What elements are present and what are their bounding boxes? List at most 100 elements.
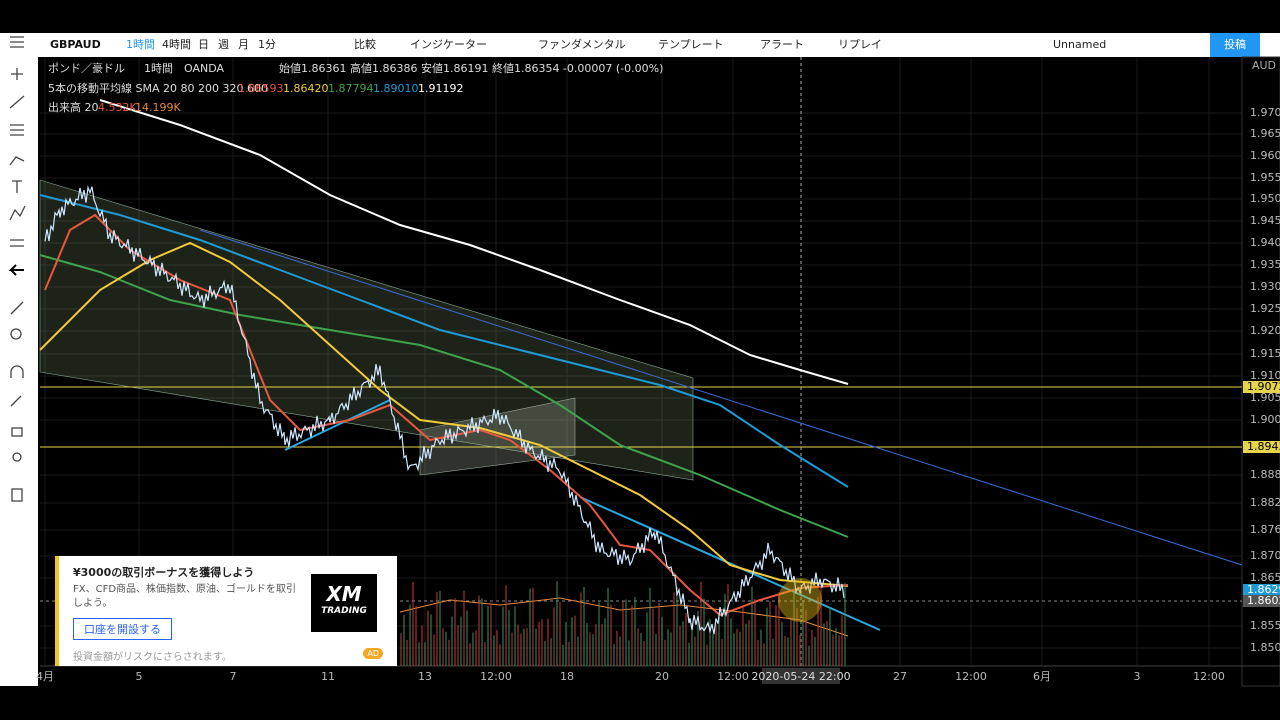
volume-bar (694, 636, 696, 666)
interval[interactable]: 1時間 (126, 38, 155, 51)
logo-sub: TRADING (321, 606, 367, 616)
toolbar-button[interactable]: ファンダメンタル (538, 37, 626, 51)
volume-bar (805, 609, 807, 666)
volume-bar (739, 632, 741, 666)
layout-name[interactable]: Unnamed (1053, 38, 1106, 51)
price-label: 1.94000 (1250, 236, 1280, 249)
volume-bar (406, 639, 408, 666)
interval[interactable]: 月 (238, 38, 249, 51)
volume-bar (409, 604, 411, 666)
price-label: 1.93000 (1250, 280, 1280, 293)
currency: AUD (1252, 59, 1276, 72)
channel (39, 179, 694, 481)
toolbar-button[interactable]: インジケーター (410, 38, 487, 51)
ad-badge: AD (363, 648, 383, 659)
volume-bar (685, 613, 687, 666)
volume-bar (601, 624, 603, 666)
toolbar-button[interactable]: テンプレート (658, 38, 724, 51)
volume-bar (478, 595, 480, 666)
grid (40, 57, 1242, 666)
icon-magnet[interactable] (10, 365, 24, 378)
icon-lock[interactable] (11, 427, 23, 437)
icon-brush[interactable] (9, 156, 25, 166)
trend-line (199, 229, 1243, 566)
volume-bar (529, 588, 531, 666)
volume-bar (430, 614, 432, 666)
icon-zoom[interactable] (10, 328, 22, 340)
price-label: 1.95000 (1250, 192, 1280, 205)
icon-trash[interactable] (11, 488, 23, 502)
volume-bar (769, 601, 771, 666)
volume-bar (604, 618, 606, 666)
icon-back[interactable] (8, 264, 24, 276)
volume-bar (691, 623, 693, 666)
volume-bar (832, 634, 834, 666)
ad-title: ¥3000の取引ボーナスを獲得しよう (73, 566, 255, 579)
volume-bar (460, 616, 462, 666)
interval[interactable]: 週 (218, 38, 229, 51)
icon-fib[interactable] (10, 124, 24, 136)
ad-body: FX、CFD商品、株価指数、原油、ゴールドを取引しよう。 (73, 584, 297, 609)
legend-ohlc: 始値1.86361 高値1.86386 安値1.86191 終値1.86354 … (279, 61, 663, 75)
time-label: 12:00 (480, 670, 512, 683)
volume-bar (631, 605, 633, 666)
icon-measure[interactable] (10, 239, 24, 247)
interval[interactable]: 1分 (258, 38, 276, 51)
volume-bar (745, 623, 747, 666)
volume-bar (718, 617, 720, 666)
publish[interactable]: 投稿 (1224, 37, 1246, 51)
volume-bar (799, 635, 801, 666)
volume-bar (649, 587, 651, 666)
price-marker-label: 1.86027 (1247, 594, 1280, 607)
volume-bar (436, 591, 438, 666)
icon-menu[interactable] (10, 36, 24, 48)
price-marker (1243, 584, 1280, 596)
price-label: 1.85000 (1250, 641, 1280, 654)
ad-banner[interactable]: ¥3000の取引ボーナスを獲得しよう FX、CFD商品、株価指数、原油、ゴールド… (55, 556, 397, 666)
icon-crosshair[interactable] (11, 68, 23, 80)
symbol[interactable]: GBPAUD (50, 38, 101, 51)
volume-bar (607, 588, 609, 666)
price-label: 1.87600 (1250, 523, 1280, 536)
ma-value: 1.86420 (283, 82, 329, 95)
volume-bar (793, 591, 795, 666)
volume-bar (733, 633, 735, 666)
volume-bar (640, 632, 642, 666)
icon-text[interactable] (12, 180, 22, 193)
time-label: 11 (321, 670, 335, 683)
time-label: 12:00 (955, 670, 987, 683)
volume-bar (583, 587, 585, 666)
icon-eye[interactable] (12, 452, 22, 462)
volume-bar (661, 616, 663, 666)
toolbar-button[interactable]: リプレイ (838, 38, 882, 51)
price-label: 1.85500 (1250, 619, 1280, 632)
volume-bar (760, 629, 762, 666)
volume-bar (814, 637, 816, 666)
icon-pencil[interactable] (10, 395, 22, 407)
volume-bar (703, 598, 705, 666)
publish-button[interactable] (1210, 33, 1260, 57)
icon-pattern[interactable] (9, 205, 26, 221)
volume-bar (484, 642, 486, 666)
interval[interactable]: 日 (198, 38, 209, 51)
volume-bar (577, 636, 579, 666)
volume-bar (526, 628, 528, 666)
volume-bar (544, 641, 546, 666)
toolbar-button[interactable]: アラート (760, 38, 804, 51)
volume-bar (664, 639, 666, 666)
volume-bar (619, 636, 621, 666)
icon-ruler[interactable] (10, 301, 24, 315)
sma-80 (39, 241, 849, 587)
interval[interactable]: 4時間 (162, 38, 191, 51)
volume-bar (730, 618, 732, 666)
icon-line[interactable] (9, 95, 25, 109)
volume-bar (766, 607, 768, 666)
time-label: 3 (1134, 670, 1141, 683)
volume-bar (511, 632, 513, 666)
toolbar-button[interactable]: 比較 (354, 37, 376, 51)
ad-button[interactable]: 口座を開設する (73, 618, 172, 640)
volume-bar (565, 622, 567, 666)
volume-bar (712, 633, 714, 666)
volume-bar (688, 642, 690, 666)
volume-bar (424, 642, 426, 666)
